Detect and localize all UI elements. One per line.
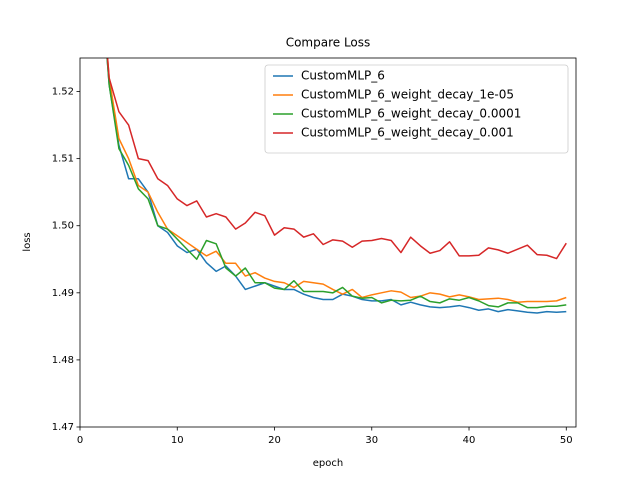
chart-title: Compare Loss <box>286 36 371 50</box>
legend-label: CustomMLP_6_weight_decay_0.0001 <box>301 107 521 121</box>
series-line <box>106 58 567 260</box>
legend-box <box>264 64 569 154</box>
y-tick-label: 1.49 <box>52 288 74 299</box>
series-line <box>106 58 567 314</box>
y-tick-label: 1.47 <box>52 422 74 433</box>
y-tick-label: 1.50 <box>52 221 74 232</box>
x-tick-label: 10 <box>171 435 184 446</box>
legend-label: CustomMLP_6 <box>301 69 385 83</box>
x-axis-label: epoch <box>313 458 343 469</box>
y-tick-label: 1.52 <box>52 87 74 98</box>
x-tick-label: 50 <box>560 435 573 446</box>
y-tick-label: 1.48 <box>52 355 74 366</box>
x-tick-label: 20 <box>268 435 281 446</box>
x-tick-label: 30 <box>365 435 378 446</box>
x-tick-label: 40 <box>463 435 476 446</box>
y-axis-label: loss <box>22 232 33 251</box>
legend: CustomMLP_6 CustomMLP_6_weight_decay_1e-0… <box>264 64 569 154</box>
x-tick-label: 0 <box>77 435 83 446</box>
legend-label: CustomMLP_6_weight_decay_0.001 <box>301 126 514 140</box>
series-line <box>106 58 567 309</box>
legend-label: CustomMLP_6_weight_decay_1e-05 <box>301 88 514 102</box>
axes-frame <box>79 57 577 428</box>
y-tick-label: 1.51 <box>52 154 74 165</box>
plot-area <box>106 58 567 314</box>
